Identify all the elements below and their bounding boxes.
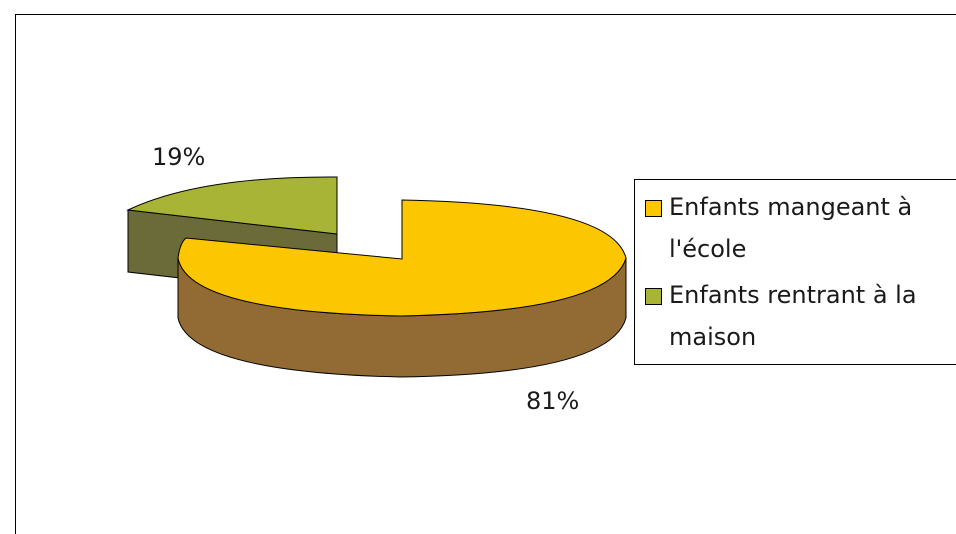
data-label-maison: 19%	[152, 143, 206, 171]
data-label-ecole: 81%	[526, 387, 580, 415]
legend-label-maison: Enfants rentrant à la maison	[669, 281, 917, 351]
legend-swatch-ecole	[645, 200, 662, 217]
slice-ecole-top	[177, 199, 627, 317]
legend-item-ecole: Enfants mangeant à l'école	[645, 186, 956, 270]
legend-swatch-maison	[645, 288, 662, 305]
legend: Enfants mangeant à l'école Enfants rentr…	[634, 179, 956, 365]
slice-maison-top	[126, 176, 338, 235]
legend-label-ecole: Enfants mangeant à l'école	[669, 193, 913, 263]
legend-item-maison: Enfants rentrant à la maison	[645, 274, 956, 358]
chart-area	[15, 14, 956, 534]
pie-chart	[126, 176, 627, 378]
